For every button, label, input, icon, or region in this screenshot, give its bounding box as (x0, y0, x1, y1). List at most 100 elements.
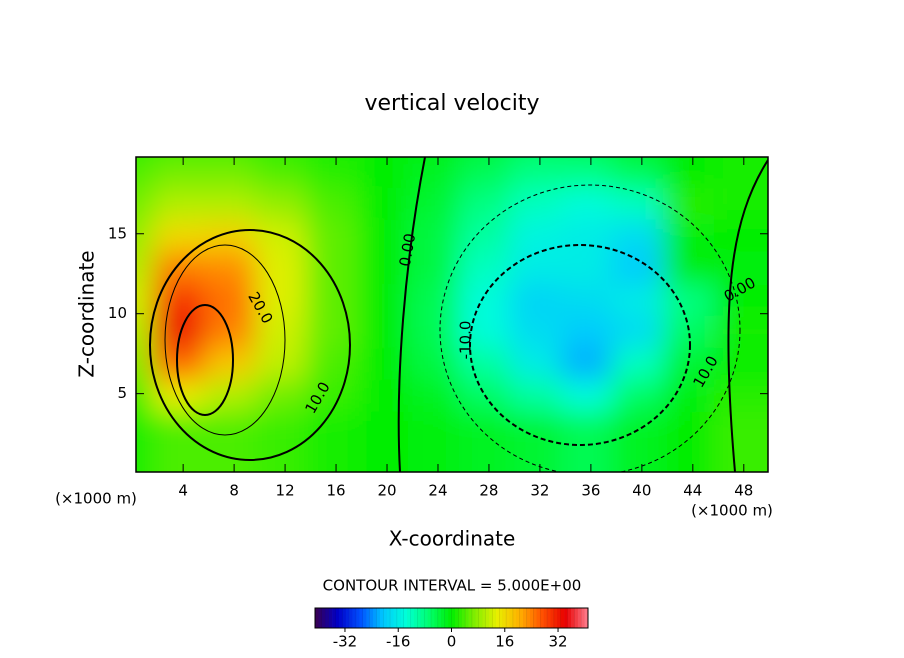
colorbar-stripe (523, 608, 527, 628)
colorbar-stripe (369, 607, 374, 629)
plot-frame (135, 156, 769, 473)
colorbar-stripe (451, 607, 456, 629)
colorbar-stripe (495, 608, 500, 628)
colorbar-stripe (502, 608, 507, 628)
colorbar-stripe (461, 608, 466, 628)
colorbar-tick-label: 16 (495, 633, 514, 651)
colorbar-stripe (567, 607, 572, 629)
x-tick-label: 12 (276, 482, 295, 500)
colorbar-stripe (550, 608, 555, 628)
x-tick-label: 8 (229, 482, 239, 500)
colorbar-stripe (478, 607, 483, 629)
colorbar-stripe (546, 607, 552, 629)
colorbar-stripe (417, 607, 422, 629)
colorbar-stripe (464, 607, 470, 629)
colorbar-stripe (580, 607, 586, 629)
colorbar-stripe (345, 608, 350, 628)
y-axis-label: Z-coordinate (75, 250, 99, 377)
colorbar-stripe (373, 608, 377, 628)
colorbar-stripe (352, 608, 357, 628)
colorbar-stripe (328, 607, 333, 629)
colorbar-stripe (489, 608, 493, 628)
y-tick-label: 10 (108, 304, 127, 322)
colorbar-stripe (396, 607, 401, 629)
colorbar-stripe (584, 608, 589, 628)
x-tick-label: 44 (683, 482, 702, 500)
colorbar-stripe (577, 608, 582, 628)
colorbar-stripe (400, 608, 405, 628)
colorbar-stripe (332, 608, 336, 628)
colorbar-stripe (444, 607, 449, 629)
colorbar-stripe (471, 607, 476, 629)
colorbar-stripe (475, 608, 480, 628)
colorbar-stripe (526, 607, 531, 629)
colorbar-stripe (536, 608, 541, 628)
colorbar-stripe (557, 608, 561, 628)
colorbar-stripe (386, 608, 391, 628)
colorbar-tick-label: -32 (333, 633, 358, 651)
x-tick-label: 36 (581, 482, 600, 500)
colorbar-stripe (430, 607, 435, 629)
y-tick-label: 5 (117, 384, 127, 402)
colorbar-stripe (437, 607, 442, 629)
colorbar-stripe (564, 608, 568, 628)
field-cell (713, 411, 768, 472)
colorbar-stripe (348, 607, 354, 629)
colorbar-stripe (355, 607, 360, 629)
colorbar-stripe (468, 608, 473, 628)
colorbar-stripe (441, 608, 445, 628)
colorbar-stripe (448, 608, 452, 628)
colorbar-stripe (413, 608, 418, 628)
chart-title: vertical velocity (364, 91, 539, 116)
colorbar-stripe (321, 607, 326, 629)
colorbar-stripe (407, 608, 411, 628)
colorbar-stripe (335, 607, 340, 629)
field (136, 157, 768, 472)
colorbar-stripe (512, 607, 517, 629)
colorbar-stripe (362, 607, 367, 629)
x-tick-label: 48 (734, 482, 753, 500)
contour-interval: CONTOUR INTERVAL = 5.000E+00 (323, 577, 582, 595)
colorbar-stripe (403, 607, 408, 629)
colorbar-stripe (420, 608, 425, 628)
colorbar-stripe (338, 608, 343, 628)
colorbar-stripe (376, 607, 381, 629)
colorbar-stripe (519, 607, 524, 629)
colorbar-tick-label: -16 (386, 633, 411, 651)
colorbar-stripe (318, 608, 323, 628)
colorbar-stripe (529, 608, 534, 628)
x-tick-label: 32 (530, 482, 549, 500)
x-tick-label: 24 (428, 482, 447, 500)
colorbar-stripe (383, 607, 388, 629)
colorbar-stripe (410, 607, 415, 629)
colorbar-stripe (314, 607, 319, 629)
colorbar-stripe (427, 608, 432, 628)
colorbar-stripe (325, 608, 329, 628)
colorbar-stripe (389, 607, 395, 629)
x-tick-label: 4 (178, 482, 188, 500)
colorbar-stripe (482, 608, 486, 628)
contours (149, 157, 768, 472)
colorbar-stripe (342, 607, 347, 629)
x-unit: (×1000 m) (691, 502, 773, 520)
colorbar-stripe (516, 608, 521, 628)
colorbar-stripe (366, 608, 370, 628)
y-unit: (×1000 m) (55, 490, 137, 508)
colorbar-stripe (543, 608, 548, 628)
colorbar-stripe (539, 607, 545, 629)
colorbar-stripe (574, 607, 579, 629)
cells (136, 157, 768, 472)
colorbar-stripe (454, 608, 459, 628)
colorbar-stripe (458, 607, 463, 629)
x-tick-label: 16 (327, 482, 346, 500)
colorbar-stripe (434, 608, 439, 628)
colorbar-stripe (570, 608, 575, 628)
colorbar-stripe (393, 608, 398, 628)
colorbar (314, 607, 589, 629)
colorbar-stripe (423, 607, 429, 629)
colorbar-stripe (492, 607, 497, 629)
colorbar-stripe (359, 608, 364, 628)
colorbar-stripe (505, 607, 511, 629)
colorbar-stripe (485, 607, 490, 629)
